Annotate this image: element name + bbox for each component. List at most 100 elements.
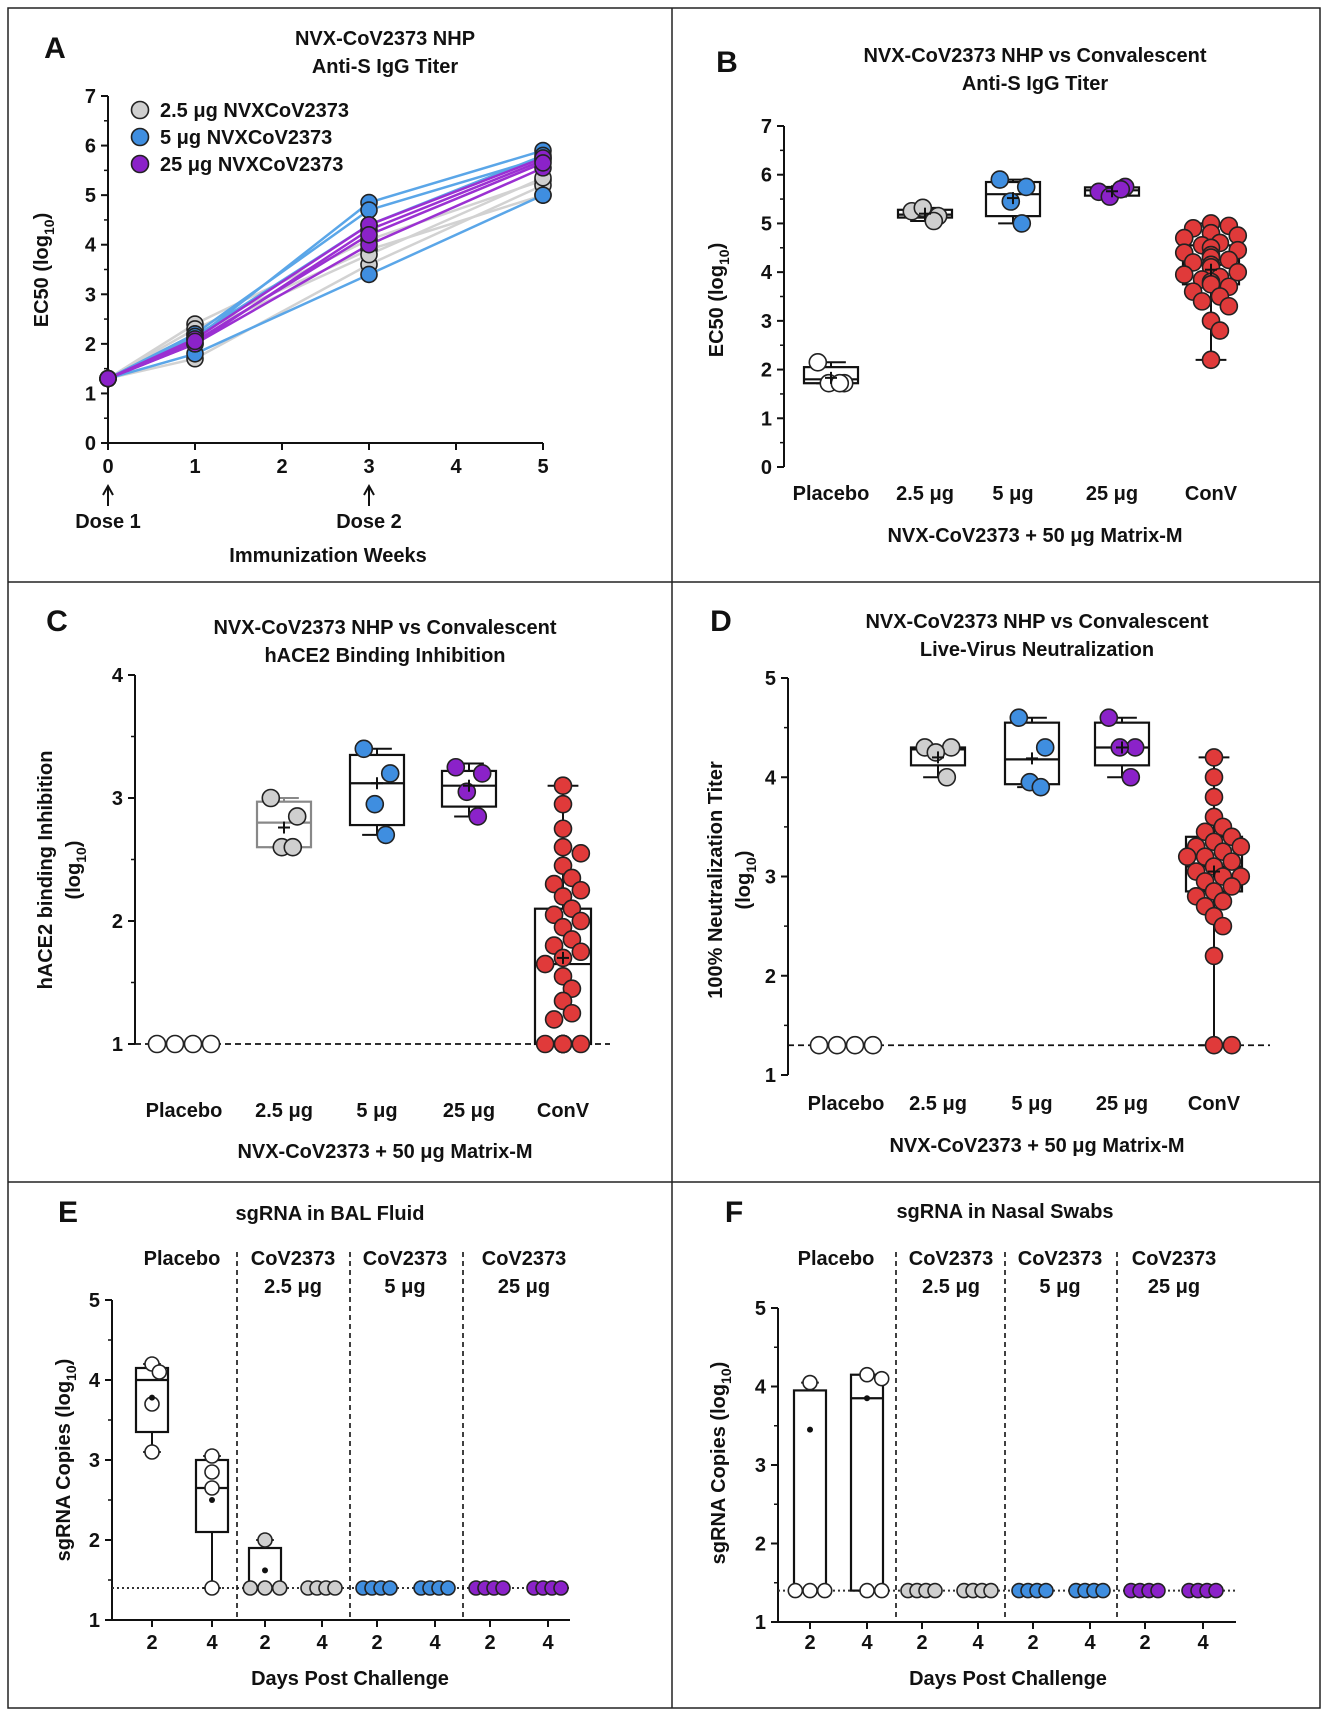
- category-label: 2: [1027, 1632, 1038, 1654]
- group-4-point: [1219, 296, 1239, 316]
- group-2-box: [348, 753, 406, 827]
- x-axis-label: Days Post Challenge: [909, 1668, 1107, 1690]
- chart-title: NVX-CoV2373 NHP vs Convalescent: [863, 45, 1206, 67]
- group-header: CoV2373: [482, 1248, 567, 1270]
- group-0-point: [802, 1582, 818, 1599]
- group-4-point: [544, 874, 564, 894]
- chart-title: NVX-CoV2373 NHP vs Convalescent: [865, 611, 1208, 633]
- y-axis-label: sgRNA Copies (log10): [708, 1362, 734, 1565]
- b-y-tick-label: 5: [761, 213, 772, 235]
- b-y-tick-label: 0: [761, 457, 772, 479]
- group-4-point: [1210, 321, 1230, 340]
- group-2-point: [376, 825, 396, 845]
- sg-y-tick-label: 2: [755, 1534, 766, 1556]
- group-1-point: [261, 788, 281, 808]
- category-label: Placebo: [793, 483, 870, 505]
- group-header: CoV2373: [1018, 1248, 1103, 1270]
- a-x-tick-label: 3: [363, 456, 374, 478]
- y-axis-label: hACE2 binding Inhibition: [35, 751, 57, 990]
- group-header-dose: 25 μg: [498, 1276, 550, 1298]
- group-1-point: [204, 1448, 220, 1464]
- legend-marker-1: [130, 127, 150, 147]
- group-0-point: [165, 1034, 185, 1054]
- category-label: 2: [916, 1632, 927, 1654]
- category-label: 5 μg: [356, 1100, 397, 1122]
- a-y-tick-label: 0: [85, 433, 96, 455]
- group-4-point: [553, 837, 573, 857]
- series-line-2: [107, 161, 544, 380]
- group-1-point: [859, 1366, 875, 1383]
- category-label: ConV: [1188, 1093, 1241, 1115]
- group-header: CoV2373: [909, 1248, 994, 1270]
- group-4-point: [571, 844, 591, 863]
- group-4-point: [1228, 262, 1248, 282]
- legend-label-2: 25 μg NVXCoV2373: [160, 154, 343, 176]
- group-3-point: [457, 782, 477, 802]
- category-label: Placebo: [808, 1093, 885, 1115]
- y-axis-label-unit: (log10): [63, 841, 89, 900]
- group-4-point: [553, 794, 573, 814]
- panel-letter: B: [716, 46, 738, 79]
- chart-title: sgRNA in BAL Fluid: [236, 1203, 425, 1225]
- category-label: 5 μg: [992, 483, 1033, 505]
- group-3-point: [1099, 708, 1119, 728]
- group-4-point: [571, 911, 591, 931]
- group-4-point: [1177, 847, 1197, 866]
- a-y-tick-label: 6: [85, 136, 96, 158]
- group-2-point: [1031, 777, 1051, 797]
- group-1-point: [937, 767, 957, 787]
- sg-y-tick-label: 1: [755, 1612, 766, 1634]
- group-4-point: [562, 930, 582, 949]
- category-label: 4: [861, 1632, 873, 1654]
- a-y-tick-label: 4: [85, 235, 97, 257]
- sg-y-tick-label: 1: [89, 1610, 100, 1632]
- dose-arrow-head: [102, 483, 114, 496]
- group-2-point: [271, 1580, 288, 1596]
- category-label: Placebo: [146, 1100, 223, 1122]
- group-header: CoV2373: [251, 1248, 336, 1270]
- chart-title: NVX-CoV2373 NHP vs Convalescent: [213, 617, 556, 639]
- group-4-point: [1231, 837, 1251, 857]
- category-label: 2.5 μg: [896, 483, 954, 505]
- group-2-point: [242, 1580, 259, 1596]
- group-0-point: [787, 1582, 804, 1599]
- legend-marker-2: [130, 154, 150, 174]
- group-2-point: [1001, 192, 1021, 211]
- series-line-0: [107, 184, 544, 380]
- group-1-point: [924, 211, 944, 231]
- sg-y-tick-label: 3: [755, 1455, 766, 1477]
- category-label: 4: [206, 1632, 218, 1654]
- group-4-point: [571, 880, 591, 900]
- chart-subtitle: Anti-S IgG Titer: [962, 73, 1109, 95]
- category-label: 4: [316, 1632, 328, 1654]
- group-4-point: [1204, 1035, 1224, 1055]
- group-3-point: [327, 1580, 343, 1596]
- group-4-point: [553, 819, 573, 839]
- group-0-mean: [149, 1394, 155, 1401]
- group-4-point: [571, 1034, 591, 1054]
- group-2-point: [927, 1582, 943, 1599]
- dose-label: Dose 1: [75, 511, 141, 533]
- series-point-2: [186, 332, 204, 351]
- group-1-mean: [209, 1497, 215, 1503]
- group-2-point: [1035, 738, 1055, 757]
- group-4-point: [562, 868, 582, 888]
- group-5-point: [1095, 1582, 1111, 1599]
- panel-letter: D: [710, 605, 732, 638]
- group-0-box: [792, 1389, 828, 1592]
- panel-b: B NVX-CoV2373 NHP vs Convalescent Anti-S I…: [706, 45, 1248, 547]
- group-header-dose: 5 μg: [384, 1276, 425, 1298]
- legend-label-1: 5 μg NVXCoV2373: [160, 127, 332, 149]
- x-axis-label: Days Post Challenge: [251, 1668, 449, 1690]
- sg-y-tick-label: 2: [89, 1530, 100, 1552]
- group-1-box: [849, 1373, 885, 1592]
- group-4-point: [1204, 946, 1224, 966]
- a-x-tick-label: 0: [102, 456, 113, 478]
- x-axis-label: Immunization Weeks: [229, 545, 426, 567]
- d-y-tick-label: 5: [765, 668, 776, 690]
- sg-y-tick-label: 3: [89, 1450, 100, 1472]
- group-3-point: [468, 807, 488, 826]
- category-label: 2: [484, 1632, 495, 1654]
- group-7-point: [1208, 1582, 1224, 1599]
